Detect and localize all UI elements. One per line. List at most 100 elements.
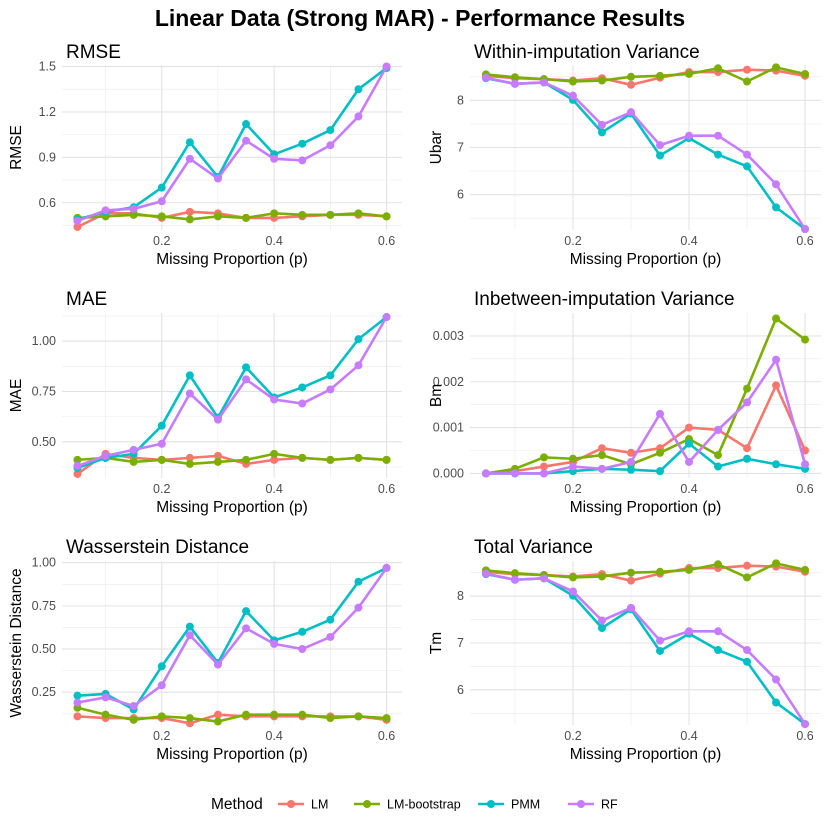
data-point-rf — [242, 375, 251, 384]
series-line-lm-bootstrap — [485, 562, 806, 579]
data-point-lm-bootstrap — [213, 212, 222, 221]
data-point-rf — [714, 131, 723, 140]
data-point-rf — [101, 206, 110, 215]
y-tick-label: 0.003 — [433, 329, 464, 343]
data-point-rf — [714, 425, 723, 434]
data-point-pmm — [656, 646, 665, 655]
x-tick-label: 0.4 — [680, 729, 697, 743]
panel-total-variance: Total Variance 0.2 0.4 0.6 6 7 8 Missing Propor… — [428, 537, 821, 763]
data-point-lm-bootstrap — [326, 455, 335, 464]
data-point-rf — [801, 460, 810, 469]
data-point-rf — [481, 73, 490, 82]
y-axis-title: Tm — [428, 632, 445, 654]
data-point-rf — [743, 398, 752, 407]
data-point-rf — [242, 624, 251, 633]
data-point-lm-bootstrap — [568, 573, 577, 582]
legend-title: Method — [211, 796, 263, 813]
data-point-lm — [772, 381, 781, 390]
data-point-lm-bootstrap — [626, 72, 635, 81]
data-point-lm-bootstrap — [382, 455, 391, 464]
data-point-rf — [481, 469, 490, 478]
x-tick-label: 0.4 — [265, 729, 282, 743]
data-point-rf — [382, 62, 391, 71]
data-point-lm — [185, 207, 194, 216]
data-point-lm-bootstrap — [185, 459, 194, 468]
data-point-rf — [157, 197, 166, 206]
data-point-lm-bootstrap — [242, 455, 251, 464]
legend-label: LM — [311, 798, 328, 812]
data-point-rf — [597, 464, 606, 473]
data-point-lm-bootstrap — [242, 710, 251, 719]
data-point-rf — [801, 720, 810, 729]
data-point-rf — [157, 439, 166, 448]
data-point-pmm — [73, 691, 82, 700]
data-point-lm-bootstrap — [157, 712, 166, 721]
data-point-rf — [626, 603, 635, 612]
series-line-rf — [77, 567, 388, 708]
y-tick-label: 1.00 — [32, 556, 56, 570]
y-axis-title: RMSE — [8, 125, 25, 170]
x-tick-label: 0.2 — [153, 729, 170, 743]
x-axis-title: Missing Proportion (p) — [156, 499, 308, 516]
data-point-rf — [626, 108, 635, 117]
data-point-pmm — [597, 624, 606, 633]
legend-item-lm-bootstrap: LM-bootstrap — [354, 798, 461, 812]
legend-label: RF — [601, 798, 618, 812]
y-tick-label: 7 — [457, 636, 464, 650]
data-point-rf — [597, 120, 606, 129]
data-point-lm — [685, 423, 694, 432]
data-point-lm-bootstrap — [539, 453, 548, 462]
data-point-lm-bootstrap — [597, 451, 606, 460]
data-point-lm-bootstrap — [157, 455, 166, 464]
y-tick-label: 0.75 — [32, 384, 56, 398]
data-point-pmm — [157, 183, 166, 192]
data-point-lm-bootstrap — [714, 451, 723, 460]
x-tick-label: 0.2 — [564, 482, 581, 496]
y-tick-label: 0.50 — [32, 435, 56, 449]
data-point-rf — [242, 136, 251, 145]
data-point-rf — [510, 79, 519, 88]
y-tick-label: 6 — [457, 188, 464, 202]
data-point-lm-bootstrap — [129, 457, 138, 466]
data-point-pmm — [298, 627, 307, 636]
legend-item-lm: LM — [278, 798, 328, 812]
data-point-lm-bootstrap — [298, 453, 307, 462]
data-point-lm — [626, 576, 635, 585]
data-point-pmm — [714, 150, 723, 159]
series-line-lm — [485, 384, 807, 475]
x-axis-title: Missing Proportion (p) — [570, 746, 722, 763]
data-point-lm-bootstrap — [801, 69, 810, 78]
data-point-lm-bootstrap — [743, 573, 752, 582]
data-point-pmm — [298, 139, 307, 148]
x-axis-title: Missing Proportion (p) — [156, 251, 308, 268]
data-point-lm-bootstrap — [382, 714, 391, 723]
data-point-pmm — [656, 151, 665, 160]
data-point-lm-bootstrap — [270, 449, 279, 458]
data-point-pmm — [242, 363, 251, 372]
data-point-pmm — [157, 662, 166, 671]
data-point-lm-bootstrap — [326, 714, 335, 723]
data-point-rf — [129, 445, 138, 454]
data-point-lm-bootstrap — [801, 335, 810, 344]
data-point-rf — [772, 675, 781, 684]
data-point-pmm — [185, 138, 194, 147]
data-point-pmm — [597, 128, 606, 137]
data-point-rf — [656, 636, 665, 645]
data-point-rf — [185, 389, 194, 398]
data-point-pmm — [326, 126, 335, 135]
data-point-lm-bootstrap — [685, 565, 694, 574]
data-point-pmm — [354, 335, 363, 344]
data-point-rf — [772, 180, 781, 189]
y-tick-label: 0.50 — [32, 642, 56, 656]
data-point-lm — [539, 462, 548, 471]
data-point-rf — [743, 646, 752, 655]
y-tick-label: 8 — [457, 589, 464, 603]
series-line-lm-bootstrap — [485, 317, 806, 475]
x-tick-label: 0.4 — [265, 234, 282, 248]
data-point-lm-bootstrap — [568, 77, 577, 86]
data-point-rf — [685, 457, 694, 466]
y-axis-title: MAE — [8, 379, 25, 413]
data-point-rf — [510, 469, 519, 478]
data-point-pmm — [298, 383, 307, 392]
